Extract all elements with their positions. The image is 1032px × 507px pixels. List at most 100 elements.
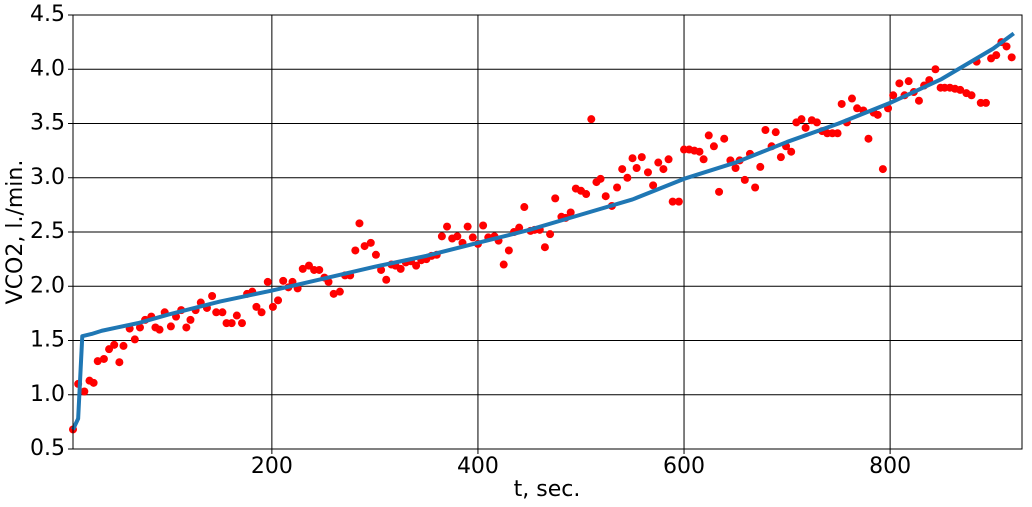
y-axis-label: VCO2, l./min.	[3, 160, 28, 305]
x-axis-label: t, sec.	[514, 477, 581, 502]
data-point	[833, 129, 842, 138]
data-point	[130, 335, 139, 344]
data-point	[889, 91, 898, 100]
data-point	[981, 98, 990, 107]
data-point	[355, 219, 364, 228]
data-point	[268, 302, 277, 311]
data-point	[463, 222, 472, 231]
data-point	[637, 153, 646, 162]
data-point	[396, 264, 405, 273]
data-point	[740, 175, 749, 184]
data-point	[515, 223, 524, 232]
data-point	[212, 308, 221, 317]
data-point	[618, 165, 627, 174]
data-point	[371, 250, 380, 259]
data-point	[520, 203, 529, 212]
data-point	[227, 319, 236, 328]
data-point	[695, 147, 704, 156]
data-point	[771, 128, 780, 137]
trend-line	[71, 31, 1015, 431]
data-point	[351, 246, 360, 255]
data-point	[709, 142, 718, 151]
x-tick-label: 400	[457, 454, 499, 479]
data-point	[623, 173, 632, 182]
data-point	[257, 308, 266, 317]
y-tick-label: 1.5	[30, 328, 65, 353]
x-tick-label: 800	[869, 454, 911, 479]
data-point	[654, 158, 663, 167]
data-point	[664, 155, 673, 164]
data-point	[628, 154, 637, 163]
data-point	[366, 238, 375, 247]
data-point	[218, 308, 227, 317]
data-point	[382, 275, 391, 284]
data-point	[715, 187, 724, 196]
data-point	[115, 358, 124, 367]
data-point	[904, 77, 913, 86]
data-point	[853, 104, 862, 113]
data-point	[992, 51, 1001, 60]
data-point	[1002, 42, 1011, 51]
data-point	[479, 221, 488, 230]
data-point	[659, 165, 668, 174]
data-point	[263, 277, 272, 286]
data-point	[80, 387, 89, 396]
data-point	[956, 85, 965, 94]
data-point	[166, 322, 175, 331]
data-point	[329, 289, 338, 298]
data-point	[504, 246, 513, 255]
data-point	[801, 123, 810, 132]
data-point	[468, 233, 477, 242]
marks	[69, 31, 1016, 434]
data-point	[776, 153, 785, 162]
data-point	[99, 354, 108, 363]
data-point	[847, 94, 856, 103]
data-point	[895, 79, 904, 88]
data-point	[596, 174, 605, 183]
data-point	[89, 378, 98, 387]
data-point	[437, 232, 446, 241]
data-point	[751, 183, 760, 192]
data-point	[720, 134, 729, 143]
data-point	[182, 323, 191, 332]
data-point	[704, 131, 713, 140]
data-point	[632, 163, 641, 172]
data-point	[873, 110, 882, 119]
data-point	[360, 242, 369, 251]
data-point	[274, 296, 283, 305]
data-point	[155, 325, 164, 334]
data-point	[566, 208, 575, 217]
data-point	[443, 222, 452, 231]
data-point	[787, 147, 796, 156]
data-point	[110, 340, 119, 349]
data-point	[812, 118, 821, 127]
data-point	[252, 302, 261, 311]
data-point	[797, 115, 806, 124]
data-point	[279, 276, 288, 285]
x-tick-label: 600	[663, 454, 705, 479]
data-point	[237, 319, 246, 328]
y-tick-label: 1.0	[30, 382, 65, 407]
data-point	[674, 197, 683, 206]
x-tick-label: 200	[251, 454, 293, 479]
data-point	[377, 265, 386, 274]
data-point	[540, 243, 549, 252]
data-point	[731, 163, 740, 172]
data-point	[601, 192, 610, 201]
data-point	[837, 99, 846, 108]
data-point	[587, 115, 596, 124]
data-point	[335, 287, 344, 296]
data-point	[878, 165, 887, 174]
data-point	[298, 264, 307, 273]
data-point	[412, 261, 421, 270]
data-point	[914, 96, 923, 105]
data-point	[668, 197, 677, 206]
data-point	[453, 232, 462, 241]
y-tick-label: 2.0	[30, 273, 65, 298]
data-point	[93, 357, 102, 366]
data-point	[756, 162, 765, 171]
data-point	[499, 260, 508, 269]
data-point	[551, 194, 560, 203]
data-point	[135, 323, 144, 332]
data-point	[186, 315, 195, 324]
